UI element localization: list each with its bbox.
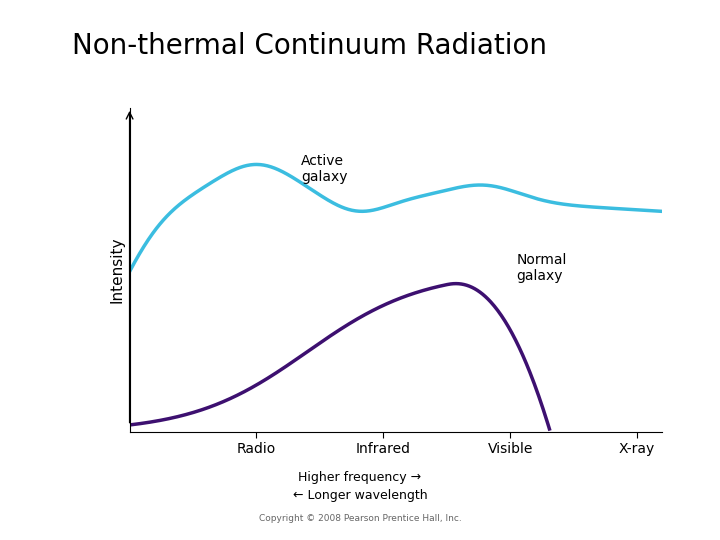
Y-axis label: Intensity: Intensity (109, 237, 124, 303)
Text: Copyright © 2008 Pearson Prentice Hall, Inc.: Copyright © 2008 Pearson Prentice Hall, … (258, 514, 462, 523)
Text: Active
galaxy: Active galaxy (301, 154, 347, 185)
Text: Normal
galaxy: Normal galaxy (516, 253, 567, 283)
Text: Non-thermal Continuum Radiation: Non-thermal Continuum Radiation (72, 32, 547, 60)
Text: ← Longer wavelength: ← Longer wavelength (293, 489, 427, 502)
Text: Higher frequency →: Higher frequency → (298, 471, 422, 484)
